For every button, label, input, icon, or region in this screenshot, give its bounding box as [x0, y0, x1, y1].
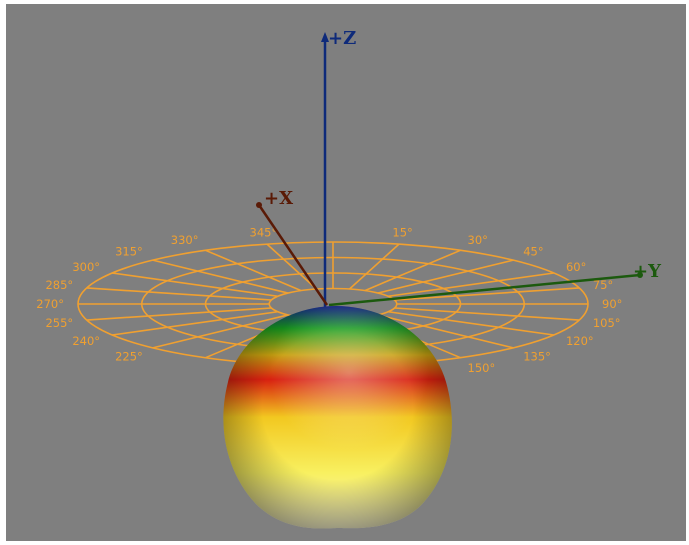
angle-label: 135°	[523, 349, 551, 363]
angle-label: 75°	[593, 278, 613, 292]
grid-spoke	[394, 287, 580, 301]
angle-label: 60°	[566, 260, 586, 274]
y-axis-endpoint	[637, 272, 643, 278]
x-axis-line	[257, 204, 329, 306]
grid-spoke	[112, 310, 278, 336]
grid-spoke	[152, 259, 289, 294]
radiation-pattern-scene[interactable]: 15°30°45°60°75°90°105°120°135°150°165°22…	[6, 4, 686, 541]
angle-label: 150°	[468, 361, 496, 375]
angle-label: 45°	[523, 245, 543, 259]
grid-spoke	[377, 259, 514, 294]
grid-spoke	[364, 249, 461, 292]
angle-label: 225°	[115, 349, 143, 363]
angle-label: 30°	[468, 233, 488, 247]
angle-label: 345°	[250, 226, 278, 240]
grid-spoke	[266, 243, 318, 290]
grid-spoke	[377, 314, 514, 349]
angle-label: 255°	[45, 316, 73, 330]
x-axis-label: +X	[264, 188, 293, 209]
angle-label: 240°	[72, 334, 100, 348]
angle-label: 270°	[36, 297, 64, 311]
z-axis-arrowhead	[321, 32, 329, 42]
grid-spoke	[205, 249, 302, 292]
grid-spoke	[388, 310, 554, 336]
angle-label: 330°	[171, 233, 199, 247]
angle-label: 300°	[72, 260, 100, 274]
grid-spoke	[348, 243, 400, 290]
grid-spoke	[394, 307, 580, 321]
y-axis-line	[328, 273, 641, 307]
angle-label: 15°	[392, 226, 412, 240]
angle-label: 285°	[45, 278, 73, 292]
angle-label: 120°	[566, 334, 594, 348]
angle-label: 90°	[602, 297, 622, 311]
grid-spoke	[86, 287, 272, 301]
z-axis-label: +Z	[328, 28, 356, 49]
y-axis-label: +Y	[633, 261, 662, 282]
3d-viewport[interactable]: 15°30°45°60°75°90°105°120°135°150°165°22…	[6, 4, 686, 541]
grid-spoke	[86, 307, 272, 321]
angle-label: 315°	[115, 245, 143, 259]
angle-label: 105°	[593, 316, 621, 330]
radiation-lobe	[223, 306, 452, 529]
x-axis-endpoint	[256, 202, 262, 208]
grid-spoke	[388, 272, 554, 298]
grid-spoke	[152, 314, 289, 349]
grid-spoke	[112, 272, 278, 298]
